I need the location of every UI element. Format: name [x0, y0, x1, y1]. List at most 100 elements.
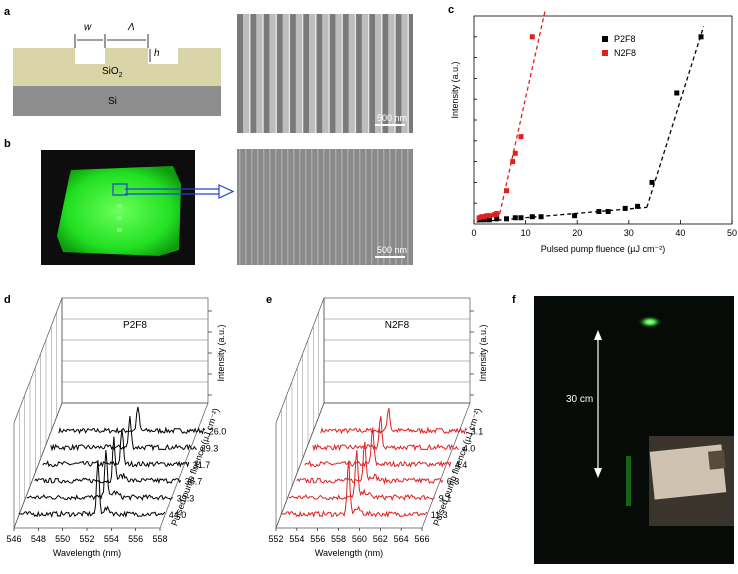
- sem-line: [371, 149, 373, 265]
- si-substrate: [13, 86, 221, 116]
- x-tick-label: 10: [521, 228, 531, 238]
- sio2-layer: [13, 48, 221, 86]
- x-tick-label: 550: [55, 534, 70, 544]
- chart-d: P2F8 Intensity (a.u.) 26.0 29.3 31.7 36.7 39.3…: [0, 290, 262, 569]
- h-label: h: [154, 48, 160, 59]
- data-point: [635, 203, 641, 209]
- legend-label: N2F8: [614, 48, 636, 58]
- x-tick-label: 562: [373, 534, 388, 544]
- spectrum-line: [280, 460, 428, 519]
- sem-ridge: [269, 14, 276, 133]
- sio2-label: SiO2: [102, 66, 123, 79]
- x-tick-label: 552: [268, 534, 283, 544]
- x-tick-label: 30: [624, 228, 634, 238]
- data-point: [649, 179, 655, 185]
- data-point: [518, 215, 524, 221]
- spectrum-line: [304, 427, 452, 468]
- sem-line: [365, 149, 367, 265]
- legend-marker: [602, 36, 608, 42]
- data-point: [698, 34, 704, 40]
- data-point: [674, 90, 680, 96]
- back-wall: [61, 297, 209, 404]
- si-label: Si: [108, 96, 117, 107]
- data-point: [538, 214, 544, 220]
- sem-line: [395, 149, 397, 265]
- data-point: [512, 150, 518, 156]
- legend-marker: [602, 50, 608, 56]
- sem-line: [311, 149, 313, 265]
- x-tick-label: 556: [310, 534, 325, 544]
- sem-ridge: [375, 14, 381, 133]
- scale-bar-label-a: 500 nm: [376, 113, 407, 123]
- z-axis-label: Intensity (a.u.): [216, 324, 226, 381]
- sem-line: [245, 149, 247, 265]
- fit-line: [499, 5, 547, 214]
- fit-line: [476, 206, 647, 223]
- data-point: [486, 217, 492, 223]
- chart-c-svg: 0 10 20 30 40 50 Pulsed pump fluence (µJ cm⁻²)…: [450, 5, 737, 254]
- sem-edge: [407, 14, 409, 133]
- sem-ridge: [388, 14, 395, 133]
- depth-axis-label: Pulsed pump fluence (µJ cm⁻²): [431, 407, 483, 527]
- spectrum-line: [288, 450, 435, 502]
- x-tick-label: 546: [6, 534, 21, 544]
- sem-line: [329, 149, 331, 265]
- sem-edge: [354, 14, 357, 133]
- scale-bar-b: [375, 256, 405, 258]
- chart-title: N2F8: [385, 320, 410, 331]
- sem-edge: [301, 14, 304, 133]
- data-point: [529, 34, 535, 40]
- x-tick-label: 548: [31, 534, 46, 544]
- sem-ridge: [256, 14, 263, 133]
- sem-edge: [394, 14, 396, 133]
- chart-c: 0 10 20 30 40 50 Pulsed pump fluence (µJ cm⁻²)…: [440, 5, 738, 268]
- groove-2: [148, 47, 178, 64]
- chart-title: P2F8: [123, 320, 147, 331]
- distance-label: 30 cm: [566, 394, 594, 405]
- data-point: [494, 216, 500, 222]
- depth-tick-label: 44.0: [169, 510, 187, 520]
- x-tick-label: 560: [352, 534, 367, 544]
- sem-ridge: [282, 14, 289, 133]
- x-axis-label: Wavelength (nm): [53, 548, 121, 558]
- sem-edge: [367, 14, 370, 133]
- floor: [275, 402, 471, 529]
- laser-spot: [638, 316, 662, 328]
- sem-line: [407, 149, 409, 265]
- data-point: [476, 215, 482, 221]
- sem-ridge: [348, 14, 355, 133]
- spectrum-line: [312, 416, 459, 452]
- w-label: w: [84, 22, 92, 33]
- sem-line: [323, 149, 325, 265]
- green-sample-photo: [41, 150, 195, 265]
- legend-label: P2F8: [614, 34, 636, 44]
- zoom-arrow: [125, 184, 235, 200]
- data-point: [481, 214, 487, 220]
- x-tick-label: 558: [152, 534, 167, 544]
- side-wall: [275, 297, 325, 529]
- sem-top-stripes: [243, 14, 409, 133]
- sem-line: [401, 149, 403, 265]
- data-point: [484, 213, 490, 219]
- data-point: [605, 209, 611, 215]
- sem-edge: [249, 14, 251, 133]
- data-point: [518, 134, 524, 140]
- depth-tick-label: 9.1: [439, 493, 452, 503]
- data-point: [504, 188, 510, 194]
- sem-edge: [288, 14, 291, 133]
- spectrum-line: [296, 441, 444, 486]
- sem-ridge: [309, 14, 315, 133]
- sem-line: [299, 149, 301, 265]
- sem-ridge: [335, 14, 342, 133]
- sem-line: [263, 149, 265, 265]
- depth-tick-label: 26.0: [209, 427, 227, 437]
- sem-line: [257, 149, 259, 265]
- data-point: [622, 205, 628, 211]
- scale-bar-a: [375, 124, 405, 126]
- data-point: [494, 211, 500, 217]
- sem-line: [281, 149, 283, 265]
- sem-edge: [381, 14, 383, 133]
- x-axis-label-c: Pulsed pump fluence (µJ cm⁻²): [541, 244, 665, 254]
- data-point: [487, 213, 493, 219]
- data-point: [510, 159, 516, 165]
